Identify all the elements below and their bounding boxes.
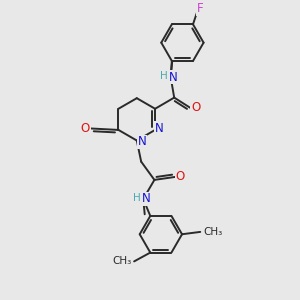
Text: N: N [169, 70, 178, 83]
Text: O: O [81, 122, 90, 135]
Text: O: O [176, 170, 185, 183]
Text: H: H [160, 71, 168, 81]
Text: N: N [155, 122, 164, 135]
Text: CH₃: CH₃ [112, 256, 131, 266]
Text: CH₃: CH₃ [203, 227, 222, 237]
Text: O: O [191, 101, 200, 114]
Text: F: F [197, 2, 204, 15]
Text: N: N [142, 193, 151, 206]
Text: N: N [138, 136, 146, 148]
Text: H: H [133, 193, 141, 203]
